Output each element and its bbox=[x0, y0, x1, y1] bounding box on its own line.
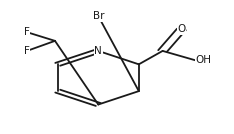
Text: O: O bbox=[177, 25, 186, 34]
Text: OH: OH bbox=[195, 55, 211, 65]
Text: N: N bbox=[94, 46, 102, 56]
Text: F: F bbox=[24, 46, 30, 56]
Text: F: F bbox=[24, 27, 30, 37]
Text: Br: Br bbox=[92, 11, 104, 21]
